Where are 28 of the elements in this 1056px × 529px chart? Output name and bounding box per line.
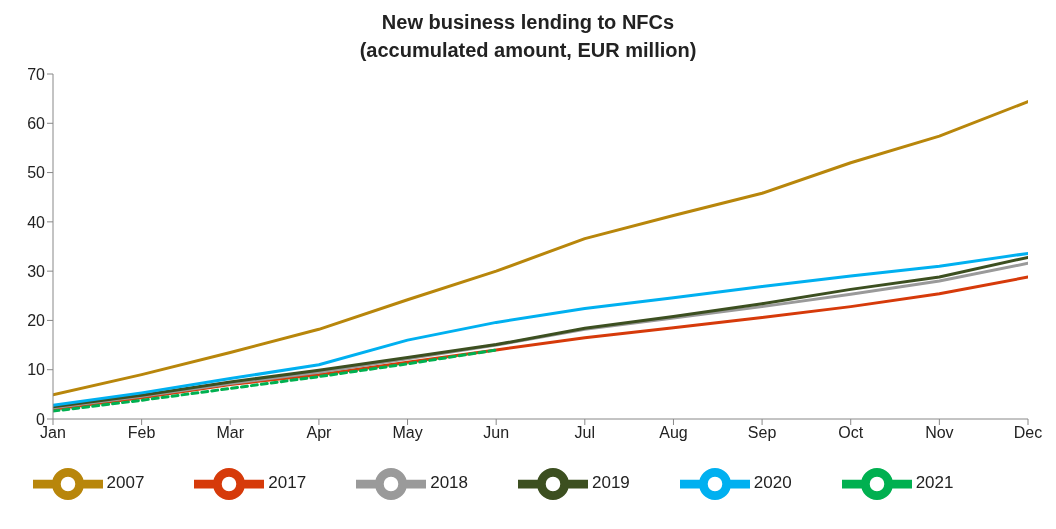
y-tick-label: 70 <box>27 65 46 83</box>
y-tick-label: 60 <box>27 114 46 132</box>
x-tick-label: Sep <box>747 424 777 442</box>
x-tick-label: Jan <box>40 424 66 442</box>
y-tick-label: 20 <box>27 312 46 330</box>
legend-label: 2018 <box>430 473 468 493</box>
legend-label: 2021 <box>915 473 954 493</box>
x-tick-label: Mar <box>216 424 245 442</box>
x-tick-label: Nov <box>925 424 954 442</box>
x-tick-label: Apr <box>306 424 333 442</box>
y-tick-label: 10 <box>27 361 46 379</box>
x-tick-label: Oct <box>838 424 864 442</box>
x-tick-label: Jun <box>483 424 510 442</box>
chart-title: New business lending to NFCs (accumulated amount, EUR million) <box>358 10 698 63</box>
x-tick-label: Aug <box>659 424 688 442</box>
line-series <box>53 348 498 413</box>
y-tick-label: 30 <box>27 262 46 280</box>
legend-label: 2019 <box>592 473 630 493</box>
x-tick-label: Feb <box>127 424 156 442</box>
y-tick-label: 40 <box>27 213 46 231</box>
line-series <box>53 100 1028 397</box>
x-tick-label: Dec <box>1013 424 1043 442</box>
legend-label: 2020 <box>753 473 792 493</box>
legend-label: 2007 <box>106 473 145 493</box>
x-tick-label: Jul <box>574 424 596 442</box>
legend-label: 2017 <box>268 473 307 493</box>
x-tick-label: May <box>392 424 423 442</box>
y-tick-label: 50 <box>27 164 46 182</box>
